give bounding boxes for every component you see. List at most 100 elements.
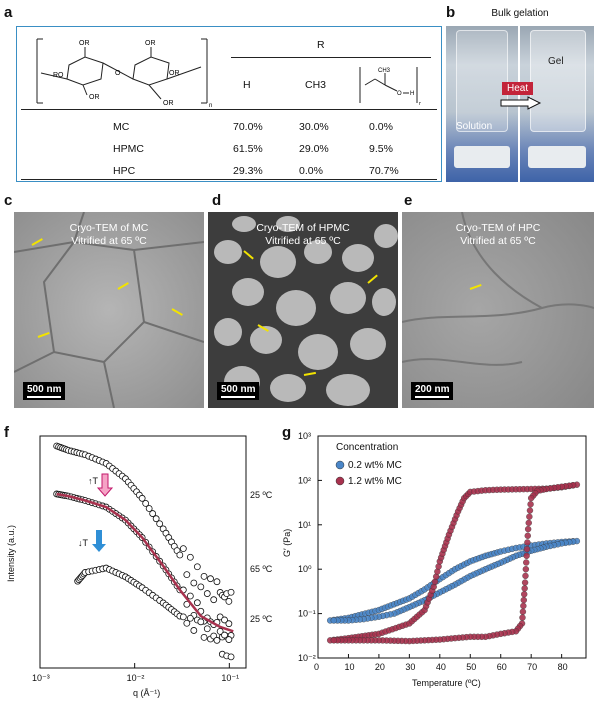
y-axis-label: Intensity (a.u.) (6, 525, 16, 582)
terminal-h: H (410, 91, 414, 97)
series-1-cooling (330, 481, 581, 645)
data-point (520, 602, 527, 610)
data-point (203, 625, 211, 633)
data-point (519, 608, 527, 615)
gel-label: Gel (548, 56, 564, 67)
x-axis-label: Temperature (ºC) (412, 678, 481, 688)
data-point (213, 578, 221, 586)
data-point (227, 588, 235, 596)
tem-hpc-title-1: Cryo-TEM of HPC (455, 222, 541, 234)
y-tick-label: 10³ (298, 431, 311, 441)
data-point (213, 636, 221, 644)
data-point (216, 627, 224, 635)
y-tick-label: 10⁰ (298, 564, 312, 574)
data-point (190, 627, 198, 634)
x-tick-label: 50 (466, 662, 476, 672)
or-label: OR (79, 40, 90, 47)
plot-frame (317, 435, 587, 659)
x-tick-label: 70 (527, 662, 537, 672)
panel-label-a: a (4, 4, 13, 21)
rheology-modulus-chart: 0 10 20 30 40 50 60 70 80 10⁻² 10⁻¹ 10⁰ 10¹ 10² 10³ Tem… (282, 431, 587, 688)
table-cell-hp: 0.0% (369, 121, 393, 133)
data-point (521, 579, 529, 586)
data-point (225, 620, 233, 628)
solution-vial-photo: Solution (446, 26, 518, 182)
data-point (523, 559, 530, 566)
series-label: 25 ºC (250, 614, 273, 624)
data-point (330, 617, 338, 624)
data-point (190, 579, 198, 587)
data-point (225, 636, 233, 643)
cryo-tem-hpc-image: Cryo-TEM of HPC Vitrified at 65 ºC 200 nm (402, 212, 594, 408)
data-point (176, 551, 184, 559)
x-tick-label: 10 (344, 662, 354, 672)
table-cell-h: 61.5% (233, 143, 263, 155)
x-tick-label: 10⁻¹ (221, 673, 239, 683)
data-point (225, 597, 233, 605)
cooling-arrow-icon (92, 530, 106, 552)
x-tick-label: 30 (405, 662, 415, 672)
series-0 (53, 442, 235, 605)
data-point (523, 552, 530, 560)
data-point (527, 501, 534, 508)
cryo-tem-mc-image: Cryo-TEM of MC Vitrified at 65 ºC 500 nm (14, 212, 204, 408)
legend-marker (335, 476, 345, 486)
n-subscript-2: n (419, 101, 421, 107)
col-header-ch3: CH3 (305, 79, 327, 91)
data-point (521, 585, 528, 592)
or-label-5: OR (169, 70, 180, 77)
x-tick-label: 10⁻² (127, 673, 145, 683)
tem-hpmc-scalebar: 500 nm (217, 382, 260, 400)
ch3-substituent: CH3 (378, 68, 391, 74)
x-tick-label: 10⁻³ (32, 673, 50, 683)
tem-hpc-scalebar: 200 nm (411, 382, 454, 400)
data-point (207, 575, 214, 583)
panel-label-b: b (446, 4, 456, 21)
heat-label: Heat (502, 82, 534, 95)
bulk-gelation-panel: Bulk gelation Solution Gel Heat (446, 8, 594, 182)
data-point (203, 590, 211, 597)
data-point (520, 596, 527, 604)
table-cell-h: 29.3% (233, 165, 263, 177)
hpmc-foam-cells (208, 212, 398, 408)
data-point (221, 631, 228, 639)
r-header: R (317, 39, 325, 51)
table-bottom-rule (21, 179, 437, 180)
series-1 (53, 490, 235, 641)
composition-table-panel: OR RO OR OR O OR OR n R H CH3 CH3 O H n … (16, 26, 442, 182)
bulk-gelation-title: Bulk gelation (491, 8, 549, 19)
x-tick-label: 0 (314, 662, 319, 672)
data-point (156, 520, 164, 528)
table-cell-ch3: 0.0% (299, 165, 323, 177)
data-point (524, 532, 531, 539)
fit-line (56, 492, 234, 633)
x-axis-label: q (Å⁻¹) (133, 688, 160, 698)
y-tick-label: 10⁻¹ (298, 609, 316, 619)
tem-mc-scale-label: 500 nm (27, 384, 62, 395)
tem-hpmc-title-2: Vitrified at 65 ºC (265, 235, 341, 247)
x-tick-label: 20 (375, 662, 385, 672)
data-point (186, 592, 194, 600)
data-point (519, 614, 526, 621)
data-point (522, 565, 530, 573)
y-axis-label: G′ (Pa) (282, 529, 292, 557)
x-tick-label: 40 (436, 662, 446, 672)
table-row-name: MC (113, 121, 130, 133)
cryo-tem-hpmc-image: Cryo-TEM of HPMC Vitrified at 65 ºC 500 n… (208, 212, 398, 408)
table-cell-hp: 70.7% (369, 165, 399, 177)
panel-label-e: e (404, 192, 413, 209)
data-point (526, 507, 534, 514)
hydroxypropyl-structure: CH3 O H n (359, 67, 421, 107)
panel-label-f: f (4, 424, 9, 441)
or-label-3: OR (145, 40, 156, 47)
data-point (179, 613, 187, 621)
data-point (183, 571, 191, 579)
tem-hpmc-scale-label: 500 nm (221, 384, 256, 395)
legend-label: 0.2 wt% MC (348, 460, 402, 471)
or-label-4: OR (163, 100, 174, 107)
data-point (186, 614, 194, 622)
data-point (197, 618, 205, 626)
y-tick-label: 10⁻² (298, 653, 316, 663)
panel-label-g: g (282, 424, 292, 441)
data-point (179, 545, 187, 553)
